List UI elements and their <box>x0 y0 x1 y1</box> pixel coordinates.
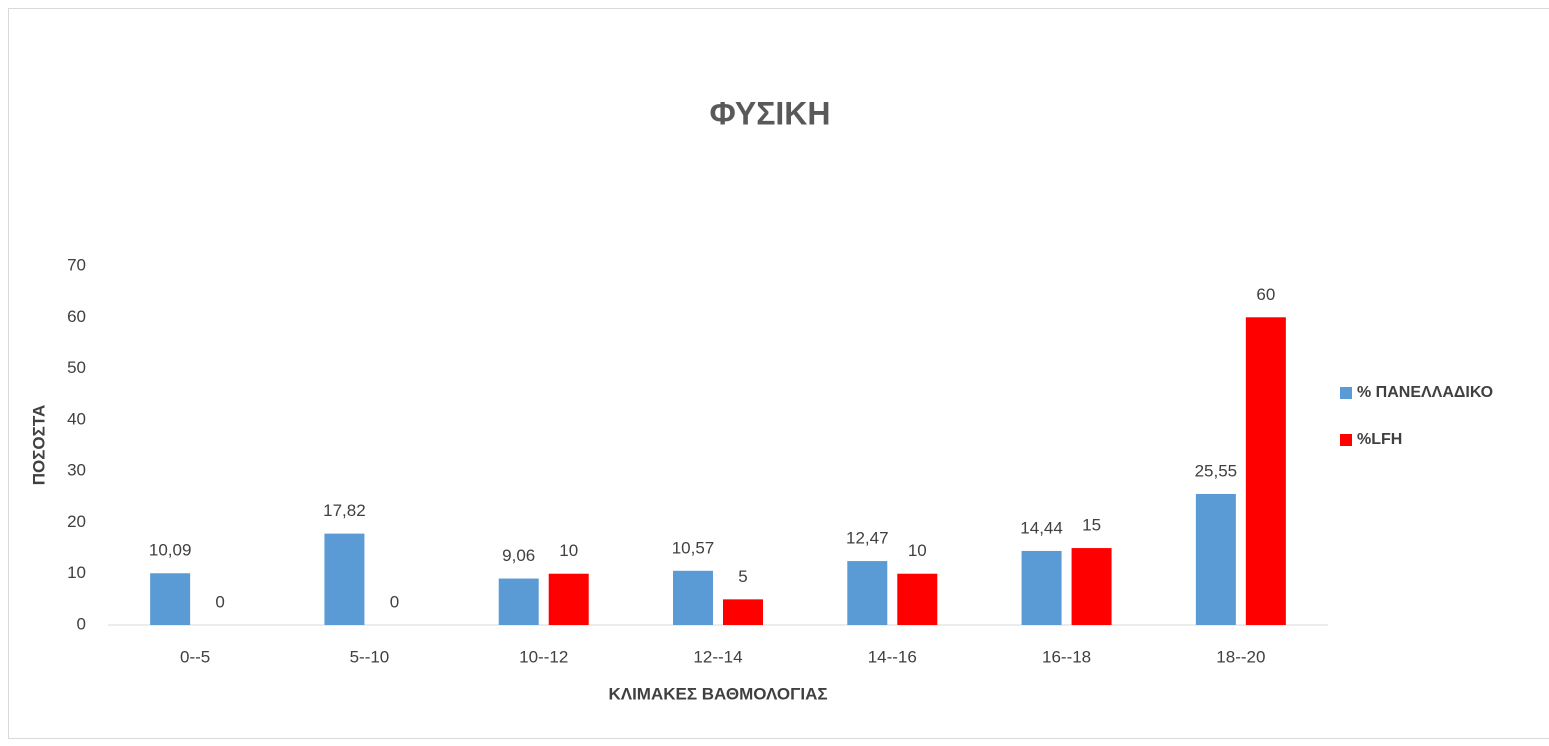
data-label: 14,44 <box>1020 518 1063 537</box>
y-tick-label: 50 <box>67 358 86 377</box>
bar <box>847 561 888 625</box>
y-tick-label: 60 <box>67 307 86 326</box>
bar <box>723 599 763 625</box>
chart-title: ΦΥΣΙΚΗ <box>709 95 830 131</box>
bar <box>1021 550 1062 625</box>
data-label: 9,06 <box>502 546 535 565</box>
y-tick-label: 40 <box>67 409 86 428</box>
legend-label: %LFH <box>1357 431 1402 448</box>
chart-border <box>8 8 1549 739</box>
data-label: 60 <box>1256 285 1275 304</box>
x-tick-label: 10--12 <box>519 647 568 666</box>
bar <box>548 573 589 625</box>
data-label: 17,82 <box>323 501 366 520</box>
legend-swatch <box>1340 387 1352 399</box>
x-tick-label: 5--10 <box>350 647 390 666</box>
data-label: 5 <box>738 567 747 586</box>
y-tick-label: 20 <box>67 512 86 531</box>
bar <box>324 533 365 625</box>
data-label: 10 <box>908 541 927 560</box>
x-tick-label: 18--20 <box>1216 647 1265 666</box>
legend-label: % ΠΑΝΕΛΛΑΔΙΚΟ <box>1357 384 1493 401</box>
x-axis-label: ΚΛΙΜΑΚΕΣ ΒΑΘΜΟΛΟΓΙΑΣ <box>608 684 827 703</box>
legend-swatch <box>1340 434 1352 446</box>
data-label: 0 <box>215 592 224 611</box>
bar <box>1071 548 1112 625</box>
data-label: 10 <box>559 541 578 560</box>
y-tick-label: 10 <box>67 563 86 582</box>
bar <box>1245 317 1286 625</box>
data-label: 12,47 <box>846 529 889 548</box>
data-label: 10,57 <box>672 538 715 557</box>
y-axis-label: ΠΟΣΟΣΤΑ <box>29 405 48 486</box>
data-label: 15 <box>1082 516 1101 535</box>
x-tick-label: 14--16 <box>868 647 917 666</box>
data-label: 25,55 <box>1195 461 1238 480</box>
x-tick-label: 0--5 <box>180 647 210 666</box>
data-label: 10,09 <box>149 541 192 560</box>
y-tick-label: 30 <box>67 461 86 480</box>
bar <box>897 573 938 625</box>
y-tick-label: 0 <box>77 614 86 633</box>
x-tick-label: 16--18 <box>1042 647 1091 666</box>
bar <box>673 570 713 625</box>
bar <box>498 578 539 625</box>
x-tick-label: 12--14 <box>693 647 742 666</box>
y-tick-label: 70 <box>67 255 86 274</box>
data-label: 0 <box>390 592 399 611</box>
bar <box>1195 493 1236 625</box>
bar <box>150 573 191 625</box>
